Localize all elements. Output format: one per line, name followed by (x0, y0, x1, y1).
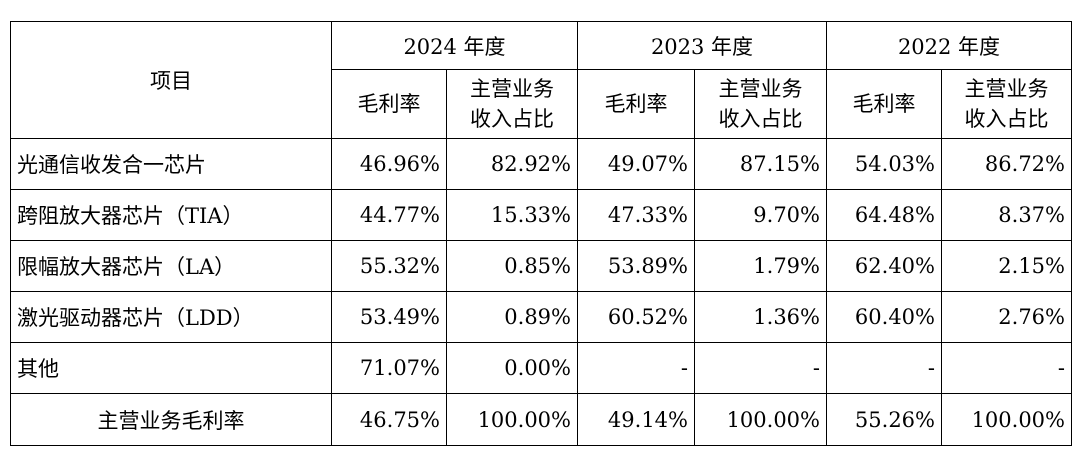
header-row-years: 项目 2024 年度 2023 年度 2022 年度 (10, 21, 1072, 139)
year-header-2023: 2023 年度 (577, 21, 827, 70)
revenue-share-cell: 2.76% (941, 291, 1072, 343)
revenue-share-cell: 0.00% (446, 342, 578, 394)
row-label: 跨阻放大器芯片（TIA） (10, 189, 332, 241)
revenue-share-cell: 87.15% (694, 138, 827, 190)
revenue-share-cell: 100.00% (941, 393, 1072, 446)
gross-margin-header: 毛利率 (331, 69, 447, 139)
gross-margin-cell: 44.77% (331, 189, 447, 241)
gross-margin-cell: 62.40% (826, 240, 942, 292)
row-label: 光通信收发合一芯片 (10, 138, 332, 190)
revenue-share-cell: - (694, 342, 827, 394)
revenue-share-header: 主营业务 收入占比 (941, 69, 1072, 139)
revenue-share-cell: 100.00% (694, 393, 827, 446)
total-row: 主营业务毛利率 46.75% 100.00% 49.14% 100.00% 55.26% 1… (10, 393, 1072, 446)
revenue-share-cell: 86.72% (941, 138, 1072, 190)
table-row: 跨阻放大器芯片（TIA） 44.77% 15.33% 47.33% 9.70% 64.48… (10, 189, 1072, 241)
table-row: 其他 71.07% 0.00% - - - - (10, 342, 1072, 394)
gross-margin-cell: 53.89% (577, 240, 695, 292)
item-header: 项目 (10, 21, 332, 139)
gross-margin-cell: 53.49% (331, 291, 447, 343)
gross-margin-cell: 47.33% (577, 189, 695, 241)
row-label: 主营业务毛利率 (10, 393, 332, 446)
revenue-share-cell: 1.79% (694, 240, 827, 292)
gross-margin-cell: 49.07% (577, 138, 695, 190)
revenue-share-cell: 2.15% (941, 240, 1072, 292)
gross-margin-cell: 55.32% (331, 240, 447, 292)
year-header-2024: 2024 年度 (331, 21, 578, 70)
revenue-share-cell: - (941, 342, 1072, 394)
table-row: 光通信收发合一芯片 46.96% 82.92% 49.07% 87.15% 54.03% 8… (10, 138, 1072, 190)
revenue-share-header: 主营业务 收入占比 (694, 69, 827, 139)
gross-margin-cell: 60.40% (826, 291, 942, 343)
row-label: 限幅放大器芯片（LA） (10, 240, 332, 292)
revenue-share-cell: 1.36% (694, 291, 827, 343)
gross-margin-cell: 46.96% (331, 138, 447, 190)
year-header-2022: 2022 年度 (826, 21, 1072, 70)
gross-margin-cell: 46.75% (331, 393, 447, 446)
revenue-share-cell: 100.00% (446, 393, 578, 446)
revenue-share-header: 主营业务 收入占比 (446, 69, 578, 139)
gross-margin-header: 毛利率 (577, 69, 695, 139)
header-row-metrics: 毛利率 主营业务 收入占比 毛利率 主营业务 收入占比 毛利率 主营业务 收入占比 (11, 69, 1072, 139)
gross-margin-header: 毛利率 (826, 69, 942, 139)
table-row: 限幅放大器芯片（LA） 55.32% 0.85% 53.89% 1.79% 62.40% 2… (10, 240, 1072, 292)
gross-margin-cell: 54.03% (826, 138, 942, 190)
revenue-share-cell: 15.33% (446, 189, 578, 241)
gross-margin-cell: 55.26% (826, 393, 942, 446)
gross-margin-cell: - (577, 342, 695, 394)
row-label: 其他 (10, 342, 332, 394)
table-row: 激光驱动器芯片（LDD） 53.49% 0.89% 60.52% 1.36% 60.40%… (10, 291, 1072, 343)
revenue-share-cell: 9.70% (694, 189, 827, 241)
gross-margin-table: 项目 2024 年度 2023 年度 2022 年度 毛利率 主营业务 收入占比 … (10, 21, 1072, 446)
gross-margin-cell: - (826, 342, 942, 394)
revenue-share-cell: 0.85% (446, 240, 578, 292)
row-label: 激光驱动器芯片（LDD） (10, 291, 332, 343)
gross-margin-cell: 71.07% (331, 342, 447, 394)
gross-margin-cell: 60.52% (577, 291, 695, 343)
revenue-share-cell: 8.37% (941, 189, 1072, 241)
gross-margin-cell: 64.48% (826, 189, 942, 241)
revenue-share-cell: 82.92% (446, 138, 578, 190)
revenue-share-cell: 0.89% (446, 291, 578, 343)
gross-margin-cell: 49.14% (577, 393, 695, 446)
